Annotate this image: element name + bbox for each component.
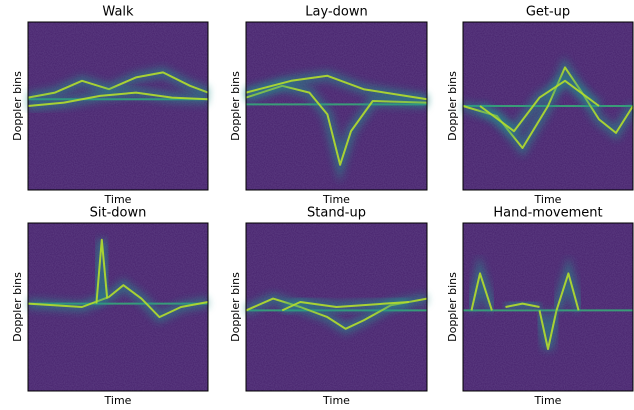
panel-title: Lay-down (305, 5, 367, 20)
spectrogram-signature (27, 91, 209, 107)
spectrogram-signature (505, 302, 540, 308)
panel-frame (245, 222, 428, 392)
panel-title: Get-up (526, 5, 570, 20)
y-axis-label: Doppler bins (446, 71, 459, 141)
x-axis-label: Time (534, 394, 562, 407)
spectrogram-signature (245, 74, 428, 101)
x-axis-label: Time (104, 394, 132, 407)
panel: Get-up Time Doppler bins (446, 5, 634, 206)
panel: Sit-down Time Doppler bins (11, 206, 209, 407)
y-axis-label: Doppler bins (446, 272, 459, 342)
spectrogram-signature (27, 284, 209, 319)
panel-frame (27, 222, 209, 392)
panel: Lay-down Time Doppler bins (229, 5, 428, 206)
y-axis-label: Doppler bins (11, 71, 24, 141)
y-axis-label: Doppler bins (229, 272, 242, 342)
y-axis-label: Doppler bins (229, 71, 242, 141)
x-axis-label: Time (322, 193, 350, 206)
x-axis-label: Time (104, 193, 132, 206)
spectrogram-signature (555, 272, 580, 311)
panel-title: Sit-down (90, 206, 147, 221)
panel: Walk Time Doppler bins (11, 5, 210, 206)
spectrogram-signature (470, 272, 493, 311)
panel-frame (27, 21, 209, 191)
spectrogram-signature (479, 79, 600, 133)
panel-frame (245, 21, 428, 191)
spectrogram-signature (281, 301, 409, 312)
panel: Hand-movement Time Doppler bins (446, 206, 634, 407)
y-axis-label: Doppler bins (11, 272, 24, 342)
x-axis-label: Time (534, 193, 562, 206)
x-axis-label: Time (322, 394, 350, 407)
spectrogram-signature (538, 310, 558, 350)
panel-title: Stand-up (307, 206, 366, 221)
panel: Stand-up Time Doppler bins (229, 206, 428, 407)
spectrogram-signature (27, 71, 209, 99)
panel-title: Hand-movement (493, 206, 602, 221)
panel-frame (462, 222, 634, 392)
spectrogram-signature (95, 238, 109, 304)
panel-title: Walk (102, 5, 134, 20)
panel-frame (462, 21, 634, 191)
